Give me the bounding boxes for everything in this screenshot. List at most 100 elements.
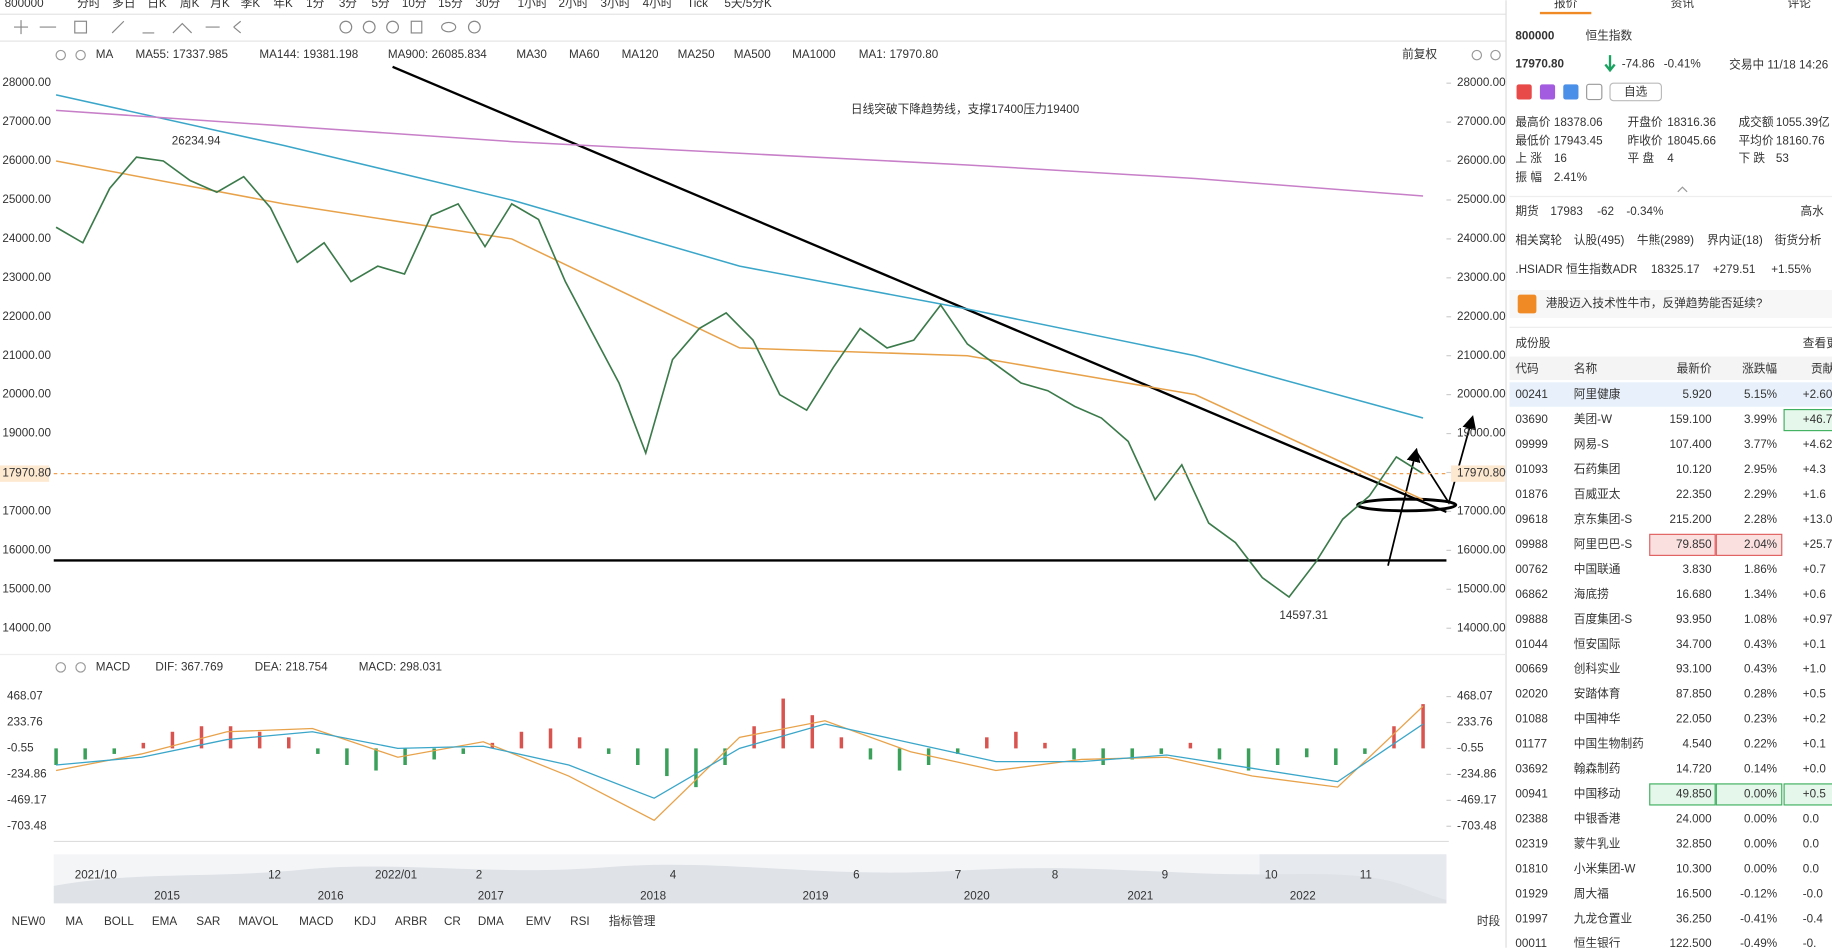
highlight-cell bbox=[1715, 783, 1783, 806]
period-tab[interactable]: 年K bbox=[273, 0, 293, 10]
indicator-tab[interactable]: MA bbox=[65, 915, 83, 928]
period-tab[interactable]: 多日 bbox=[112, 0, 135, 10]
close-icon[interactable] bbox=[75, 49, 86, 61]
macd-bar bbox=[345, 748, 349, 765]
period-tab[interactable]: 周K bbox=[180, 0, 200, 10]
macd-bar bbox=[461, 748, 466, 754]
indicator-tab[interactable]: 指标管理 bbox=[609, 914, 656, 928]
table-cell: 2.04% bbox=[1744, 538, 1777, 551]
stat-label: 平均价 bbox=[1739, 135, 1774, 148]
panel-icons bbox=[1509, 82, 1832, 407]
column-header: 贡献 bbox=[1811, 362, 1832, 376]
ma-label: MA500 bbox=[734, 48, 771, 61]
period-tab[interactable]: 2小时 bbox=[558, 0, 588, 10]
tool-icon[interactable] bbox=[386, 20, 399, 34]
y-tick-label: 23000.00 bbox=[2, 271, 51, 284]
period-tab[interactable]: 10分 bbox=[402, 0, 427, 10]
zoom-in[interactable] bbox=[1490, 49, 1501, 61]
indicator-tab[interactable]: MAVOL bbox=[238, 915, 279, 928]
news-box[interactable] bbox=[1509, 289, 1832, 319]
tool-icon[interactable] bbox=[14, 20, 29, 35]
y-tick-label: 26000.00 bbox=[1457, 154, 1506, 167]
settings-icon[interactable] bbox=[55, 49, 67, 61]
table-cell: 16.500 bbox=[1676, 887, 1712, 900]
tool-icon[interactable] bbox=[74, 20, 88, 34]
watch-label[interactable]: 自选 bbox=[1624, 86, 1648, 99]
session-tab[interactable]: 时段 bbox=[1477, 914, 1501, 928]
period-tab[interactable]: 3小时 bbox=[601, 0, 631, 10]
panel-tab[interactable]: 评论 bbox=[1788, 0, 1812, 10]
indicator-tab[interactable]: EMA bbox=[152, 915, 178, 928]
table-cell: 01876 bbox=[1515, 488, 1547, 501]
warrant-link[interactable]: 认股(495) bbox=[1574, 234, 1625, 247]
table-cell: 01093 bbox=[1515, 463, 1547, 476]
period-tab[interactable]: 5天/5分K bbox=[724, 0, 772, 10]
period-tab[interactable]: 月K bbox=[210, 0, 230, 10]
news-headline[interactable]: 港股迈入技术性牛市，反弹趋势能否延续? bbox=[1546, 296, 1763, 310]
panel-tab[interactable]: 资讯 bbox=[1671, 0, 1695, 10]
stat-value: 18316.36 bbox=[1667, 116, 1716, 129]
settings-icon[interactable] bbox=[55, 662, 67, 673]
period-tab[interactable]: 季K bbox=[241, 0, 261, 10]
y-tick-label: 25000.00 bbox=[2, 193, 51, 206]
warrant-link[interactable]: 街货分析 bbox=[1775, 233, 1822, 247]
tool-icon[interactable] bbox=[467, 20, 481, 34]
period-tab[interactable]: 1分 bbox=[306, 0, 324, 10]
indicator-tab[interactable]: CR bbox=[444, 915, 461, 928]
macd-value: 298.031 bbox=[400, 660, 442, 673]
watch-button[interactable] bbox=[1609, 82, 1663, 102]
period-tab[interactable]: 日K bbox=[147, 0, 167, 10]
zoom-out[interactable] bbox=[1471, 49, 1483, 61]
period-tab[interactable]: 5分 bbox=[372, 0, 390, 10]
close-icon[interactable] bbox=[75, 662, 86, 673]
period-tab[interactable]: 3分 bbox=[339, 0, 357, 10]
table-cell: 百威亚太 bbox=[1574, 487, 1621, 501]
table-cell: 小米集团-W bbox=[1574, 861, 1636, 875]
table-cell: 16.680 bbox=[1676, 588, 1712, 601]
stat-value: 18045.66 bbox=[1667, 135, 1716, 148]
indicator-tab[interactable]: DMA bbox=[478, 915, 504, 928]
table-cell: 22.350 bbox=[1676, 488, 1712, 501]
period-tab[interactable]: 30分 bbox=[476, 0, 501, 10]
column-header: 涨跌幅 bbox=[1742, 362, 1777, 376]
warrant-link[interactable]: 界内证(18) bbox=[1707, 233, 1763, 247]
y-tick-label: 14000.00 bbox=[1457, 621, 1506, 634]
tool-icon[interactable] bbox=[410, 20, 423, 34]
indicator-tab[interactable]: MACD bbox=[299, 915, 333, 928]
y-tick-label: 22000.00 bbox=[2, 310, 51, 323]
period-tab[interactable]: 1小时 bbox=[518, 0, 548, 10]
period-tab[interactable]: 4小时 bbox=[643, 0, 673, 10]
period-tab[interactable]: 15分 bbox=[438, 0, 463, 10]
tool-icon[interactable] bbox=[339, 20, 353, 34]
year-label: 2022 bbox=[1290, 889, 1316, 902]
tool-icon[interactable] bbox=[362, 20, 376, 34]
y-tick-label: 16000.00 bbox=[2, 543, 51, 556]
stat-label: 平 盘 bbox=[1628, 151, 1655, 165]
indicator-tab[interactable]: SAR bbox=[196, 915, 220, 928]
arrow bbox=[1415, 415, 1477, 505]
indicator-tab[interactable]: EMV bbox=[526, 915, 552, 928]
table-cell: +0.5 bbox=[1803, 688, 1826, 701]
period-tab[interactable]: Tick bbox=[687, 0, 708, 10]
panel-tab[interactable]: 报价 bbox=[1554, 0, 1578, 10]
last-price: 17970.80 bbox=[1515, 58, 1564, 71]
table-cell: +25.7 bbox=[1803, 538, 1832, 551]
period-tab[interactable]: 分时 bbox=[77, 0, 101, 10]
adjust-button[interactable]: 前复权 bbox=[1402, 47, 1437, 61]
tool-icon[interactable] bbox=[441, 21, 457, 33]
tool-icon[interactable] bbox=[111, 20, 242, 34]
indicator-tab[interactable]: ARBR bbox=[395, 915, 427, 928]
indicator-tab[interactable]: BOLL bbox=[104, 915, 134, 928]
selected-row[interactable] bbox=[1509, 382, 1832, 407]
macd-bar bbox=[781, 698, 785, 749]
table-cell: +0.1 bbox=[1803, 738, 1826, 751]
table-cell: 09999 bbox=[1515, 438, 1547, 451]
warrant-link[interactable]: 牛熊(2989) bbox=[1637, 233, 1694, 247]
more-link[interactable]: 查看更多 bbox=[1803, 336, 1832, 350]
high-label: 26234.94 bbox=[172, 135, 221, 148]
indicator-tab[interactable]: RSI bbox=[570, 915, 589, 928]
indicator-name: MA bbox=[96, 48, 114, 61]
indicator-tab[interactable]: KDJ bbox=[354, 915, 376, 928]
indicator-tab[interactable]: NEW0 bbox=[12, 915, 46, 928]
